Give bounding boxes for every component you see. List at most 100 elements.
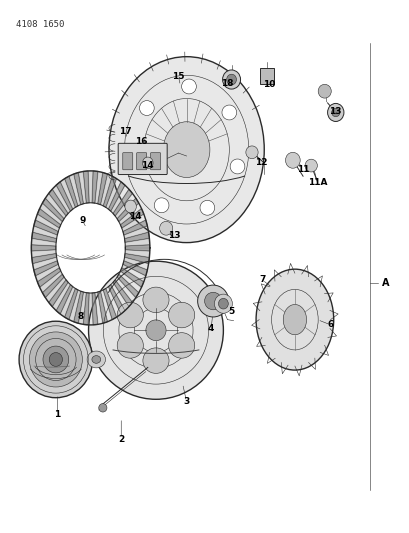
- Text: 16: 16: [135, 137, 148, 146]
- Polygon shape: [74, 173, 83, 205]
- FancyBboxPatch shape: [150, 153, 160, 170]
- Text: 3: 3: [183, 398, 189, 407]
- Polygon shape: [108, 182, 125, 211]
- Ellipse shape: [168, 302, 194, 328]
- Polygon shape: [74, 291, 83, 324]
- Text: 11: 11: [296, 165, 308, 174]
- Polygon shape: [113, 280, 132, 306]
- Polygon shape: [31, 171, 149, 325]
- Text: 17: 17: [119, 126, 131, 135]
- Ellipse shape: [127, 154, 142, 168]
- Ellipse shape: [88, 261, 223, 399]
- Polygon shape: [83, 171, 89, 203]
- Ellipse shape: [226, 74, 236, 85]
- Polygon shape: [83, 293, 89, 325]
- Polygon shape: [49, 280, 68, 306]
- Polygon shape: [92, 171, 98, 203]
- Ellipse shape: [304, 159, 317, 172]
- Polygon shape: [65, 176, 78, 207]
- Ellipse shape: [143, 348, 169, 374]
- Ellipse shape: [117, 333, 143, 358]
- Polygon shape: [103, 288, 116, 320]
- Ellipse shape: [43, 346, 69, 373]
- Polygon shape: [49, 189, 68, 216]
- Polygon shape: [42, 198, 64, 222]
- Ellipse shape: [168, 333, 194, 358]
- Ellipse shape: [49, 352, 62, 366]
- Text: 13: 13: [328, 107, 340, 116]
- Text: 12: 12: [254, 158, 267, 167]
- Polygon shape: [32, 254, 56, 264]
- FancyBboxPatch shape: [118, 143, 167, 174]
- Text: 4108 1650: 4108 1650: [16, 20, 65, 29]
- Text: 10: 10: [263, 80, 275, 89]
- Text: A: A: [382, 279, 389, 288]
- Ellipse shape: [159, 221, 172, 235]
- Ellipse shape: [92, 356, 101, 364]
- Ellipse shape: [142, 157, 153, 169]
- Ellipse shape: [200, 200, 214, 215]
- Ellipse shape: [283, 304, 306, 335]
- Ellipse shape: [139, 101, 154, 116]
- Text: 15: 15: [172, 72, 184, 81]
- Polygon shape: [124, 232, 149, 243]
- Ellipse shape: [146, 320, 166, 341]
- Ellipse shape: [331, 108, 339, 117]
- Text: 7: 7: [258, 275, 265, 284]
- Ellipse shape: [163, 122, 209, 177]
- Polygon shape: [124, 254, 149, 264]
- Polygon shape: [65, 288, 78, 320]
- FancyBboxPatch shape: [122, 153, 133, 170]
- Polygon shape: [31, 245, 56, 251]
- Ellipse shape: [143, 287, 169, 313]
- Polygon shape: [34, 261, 58, 276]
- Polygon shape: [103, 176, 116, 207]
- Text: 6: 6: [327, 320, 333, 329]
- Text: 1: 1: [54, 410, 60, 419]
- Polygon shape: [108, 285, 125, 314]
- Ellipse shape: [181, 79, 196, 94]
- Ellipse shape: [87, 351, 105, 368]
- Ellipse shape: [317, 84, 330, 98]
- Text: 2: 2: [118, 434, 124, 443]
- Polygon shape: [92, 293, 98, 325]
- Polygon shape: [120, 268, 144, 287]
- FancyBboxPatch shape: [259, 68, 273, 84]
- Ellipse shape: [99, 403, 107, 412]
- Ellipse shape: [204, 292, 221, 310]
- Polygon shape: [113, 189, 132, 216]
- Text: 8: 8: [77, 312, 83, 321]
- Polygon shape: [117, 198, 138, 222]
- Ellipse shape: [222, 70, 240, 89]
- Polygon shape: [37, 208, 61, 228]
- Polygon shape: [34, 220, 58, 235]
- Polygon shape: [37, 268, 61, 287]
- Ellipse shape: [214, 294, 232, 313]
- Polygon shape: [125, 245, 149, 251]
- Text: 14: 14: [129, 212, 142, 221]
- Ellipse shape: [19, 321, 92, 398]
- Polygon shape: [120, 208, 144, 228]
- Ellipse shape: [125, 200, 136, 213]
- Ellipse shape: [221, 105, 236, 120]
- Text: 13: 13: [168, 231, 180, 240]
- Polygon shape: [42, 274, 64, 297]
- Ellipse shape: [327, 103, 343, 122]
- Polygon shape: [117, 274, 138, 297]
- Text: 18: 18: [221, 79, 233, 88]
- Polygon shape: [123, 220, 147, 235]
- Ellipse shape: [256, 269, 333, 370]
- Text: 14: 14: [141, 161, 154, 170]
- Ellipse shape: [29, 332, 82, 387]
- Ellipse shape: [229, 159, 244, 174]
- Polygon shape: [97, 291, 107, 324]
- Polygon shape: [97, 173, 107, 205]
- Ellipse shape: [109, 56, 264, 243]
- Text: 5: 5: [228, 307, 234, 316]
- Ellipse shape: [285, 152, 299, 168]
- Text: 9: 9: [79, 216, 85, 225]
- Text: 4: 4: [207, 324, 214, 333]
- Ellipse shape: [197, 285, 228, 317]
- Ellipse shape: [117, 302, 143, 328]
- Polygon shape: [56, 285, 72, 314]
